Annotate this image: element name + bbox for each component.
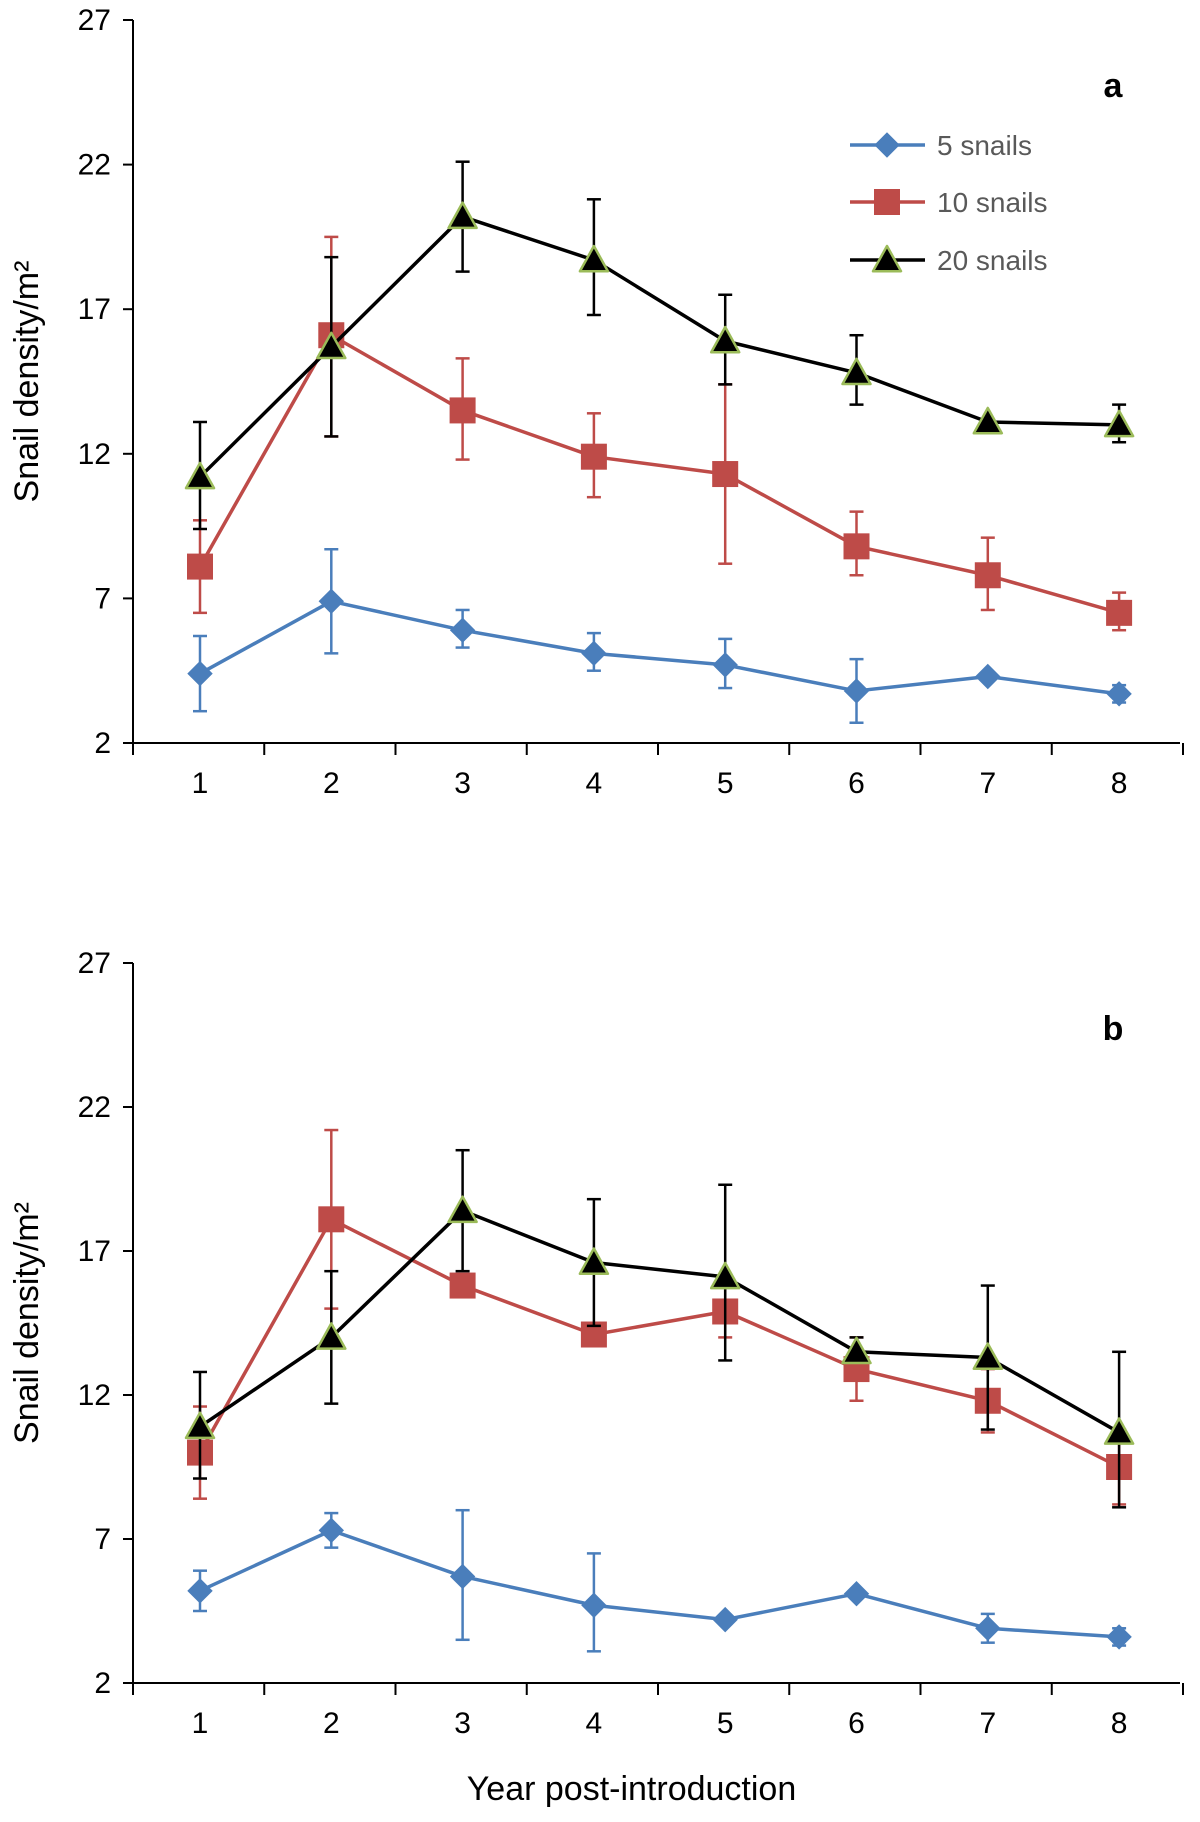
y-tick-label: 27 [78,947,111,980]
y-axis-title: Snail density/m² [8,261,46,503]
x-tick-label: 1 [192,1707,209,1740]
legend-marker [874,189,900,215]
series-line [198,333,1120,615]
series-line [199,1208,1120,1434]
data-point [447,1195,478,1224]
data-point [975,1615,1001,1641]
data-point [841,357,872,386]
y-tick-label: 27 [78,4,111,37]
data-point [581,1592,607,1618]
data-point [974,562,1001,589]
x-tick-label: 3 [454,1707,471,1740]
data-point [1103,1417,1135,1445]
y-tick-label: 17 [78,1235,111,1268]
x-tick-label: 7 [979,1707,996,1740]
data-point [1106,1624,1132,1650]
data-point [449,397,476,424]
x-tick-label: 7 [979,767,996,800]
data-point [843,1581,870,1607]
series-line [199,599,1120,696]
data-point [581,640,607,667]
data-point [709,325,741,354]
data-point [578,1247,610,1275]
legend-label: 10 snails [937,187,1048,218]
data-point [972,406,1004,435]
y-tick-label: 17 [78,293,111,326]
x-tick-label: 2 [323,1707,340,1740]
data-point [1106,599,1133,626]
y-tick-label: 7 [94,582,111,615]
data-point [843,533,870,560]
data-point [316,1322,347,1350]
x-tick-label: 5 [717,767,734,800]
data-point [318,1206,345,1233]
data-point [184,1411,216,1440]
data-point [712,461,739,488]
series-line [199,1528,1120,1639]
series-5-snails [187,547,1132,725]
data-point [1106,681,1132,707]
data-point [316,331,347,360]
y-tick-label: 12 [78,438,111,471]
panel-label: a [1104,67,1124,105]
data-point [712,652,738,678]
x-tick-label: 3 [454,767,471,800]
x-tick-label: 4 [586,1707,603,1740]
x-tick-label: 1 [192,767,209,800]
x-tick-label: 8 [1111,1707,1128,1740]
series-20-snails [184,160,1135,531]
data-point [972,1342,1004,1371]
data-point [712,1606,738,1633]
data-point [449,617,476,643]
y-tick-label: 2 [94,1667,111,1700]
data-point [187,553,213,580]
x-tick-label: 6 [848,1707,865,1740]
data-point [318,1517,345,1544]
data-point [580,443,607,470]
data-point [449,1563,476,1590]
data-point [184,461,216,490]
panel-label: b [1103,1010,1124,1048]
legend-label: 20 snails [937,245,1048,276]
series-10-snails [187,1128,1133,1506]
series-10-snails [187,235,1133,632]
data-point [975,663,1001,690]
x-tick-label: 6 [848,767,865,800]
legend-marker [871,244,903,273]
data-point [843,678,870,704]
data-point [449,1272,476,1299]
data-point [841,1336,872,1365]
data-point [447,201,478,230]
data-point [709,1261,741,1290]
x-tick-label: 5 [717,1707,734,1740]
x-tick-label: 2 [323,767,340,800]
legend-marker [874,132,900,158]
legend-label: 5 snails [937,130,1032,161]
x-tick-label: 8 [1111,767,1128,800]
y-tick-label: 22 [78,1091,111,1124]
data-point [578,244,610,273]
legend: 5 snails 10 snails 20 snails [850,130,1048,276]
x-tick-label: 4 [586,767,603,800]
data-point [187,1578,213,1604]
x-axis-title: Year post-introduction [467,1770,797,1808]
data-point [1103,409,1135,438]
y-tick-label: 22 [78,149,111,182]
y-tick-label: 12 [78,1379,111,1412]
y-axis-title: Snail density/m² [8,1202,46,1444]
data-point [318,588,345,614]
y-tick-label: 2 [94,727,111,760]
data-point [187,660,213,687]
series-line [198,214,1120,479]
series-line [198,1217,1120,1469]
series-20-snails [184,1148,1135,1509]
series-5-snails [187,1508,1132,1653]
y-tick-label: 7 [94,1523,111,1556]
